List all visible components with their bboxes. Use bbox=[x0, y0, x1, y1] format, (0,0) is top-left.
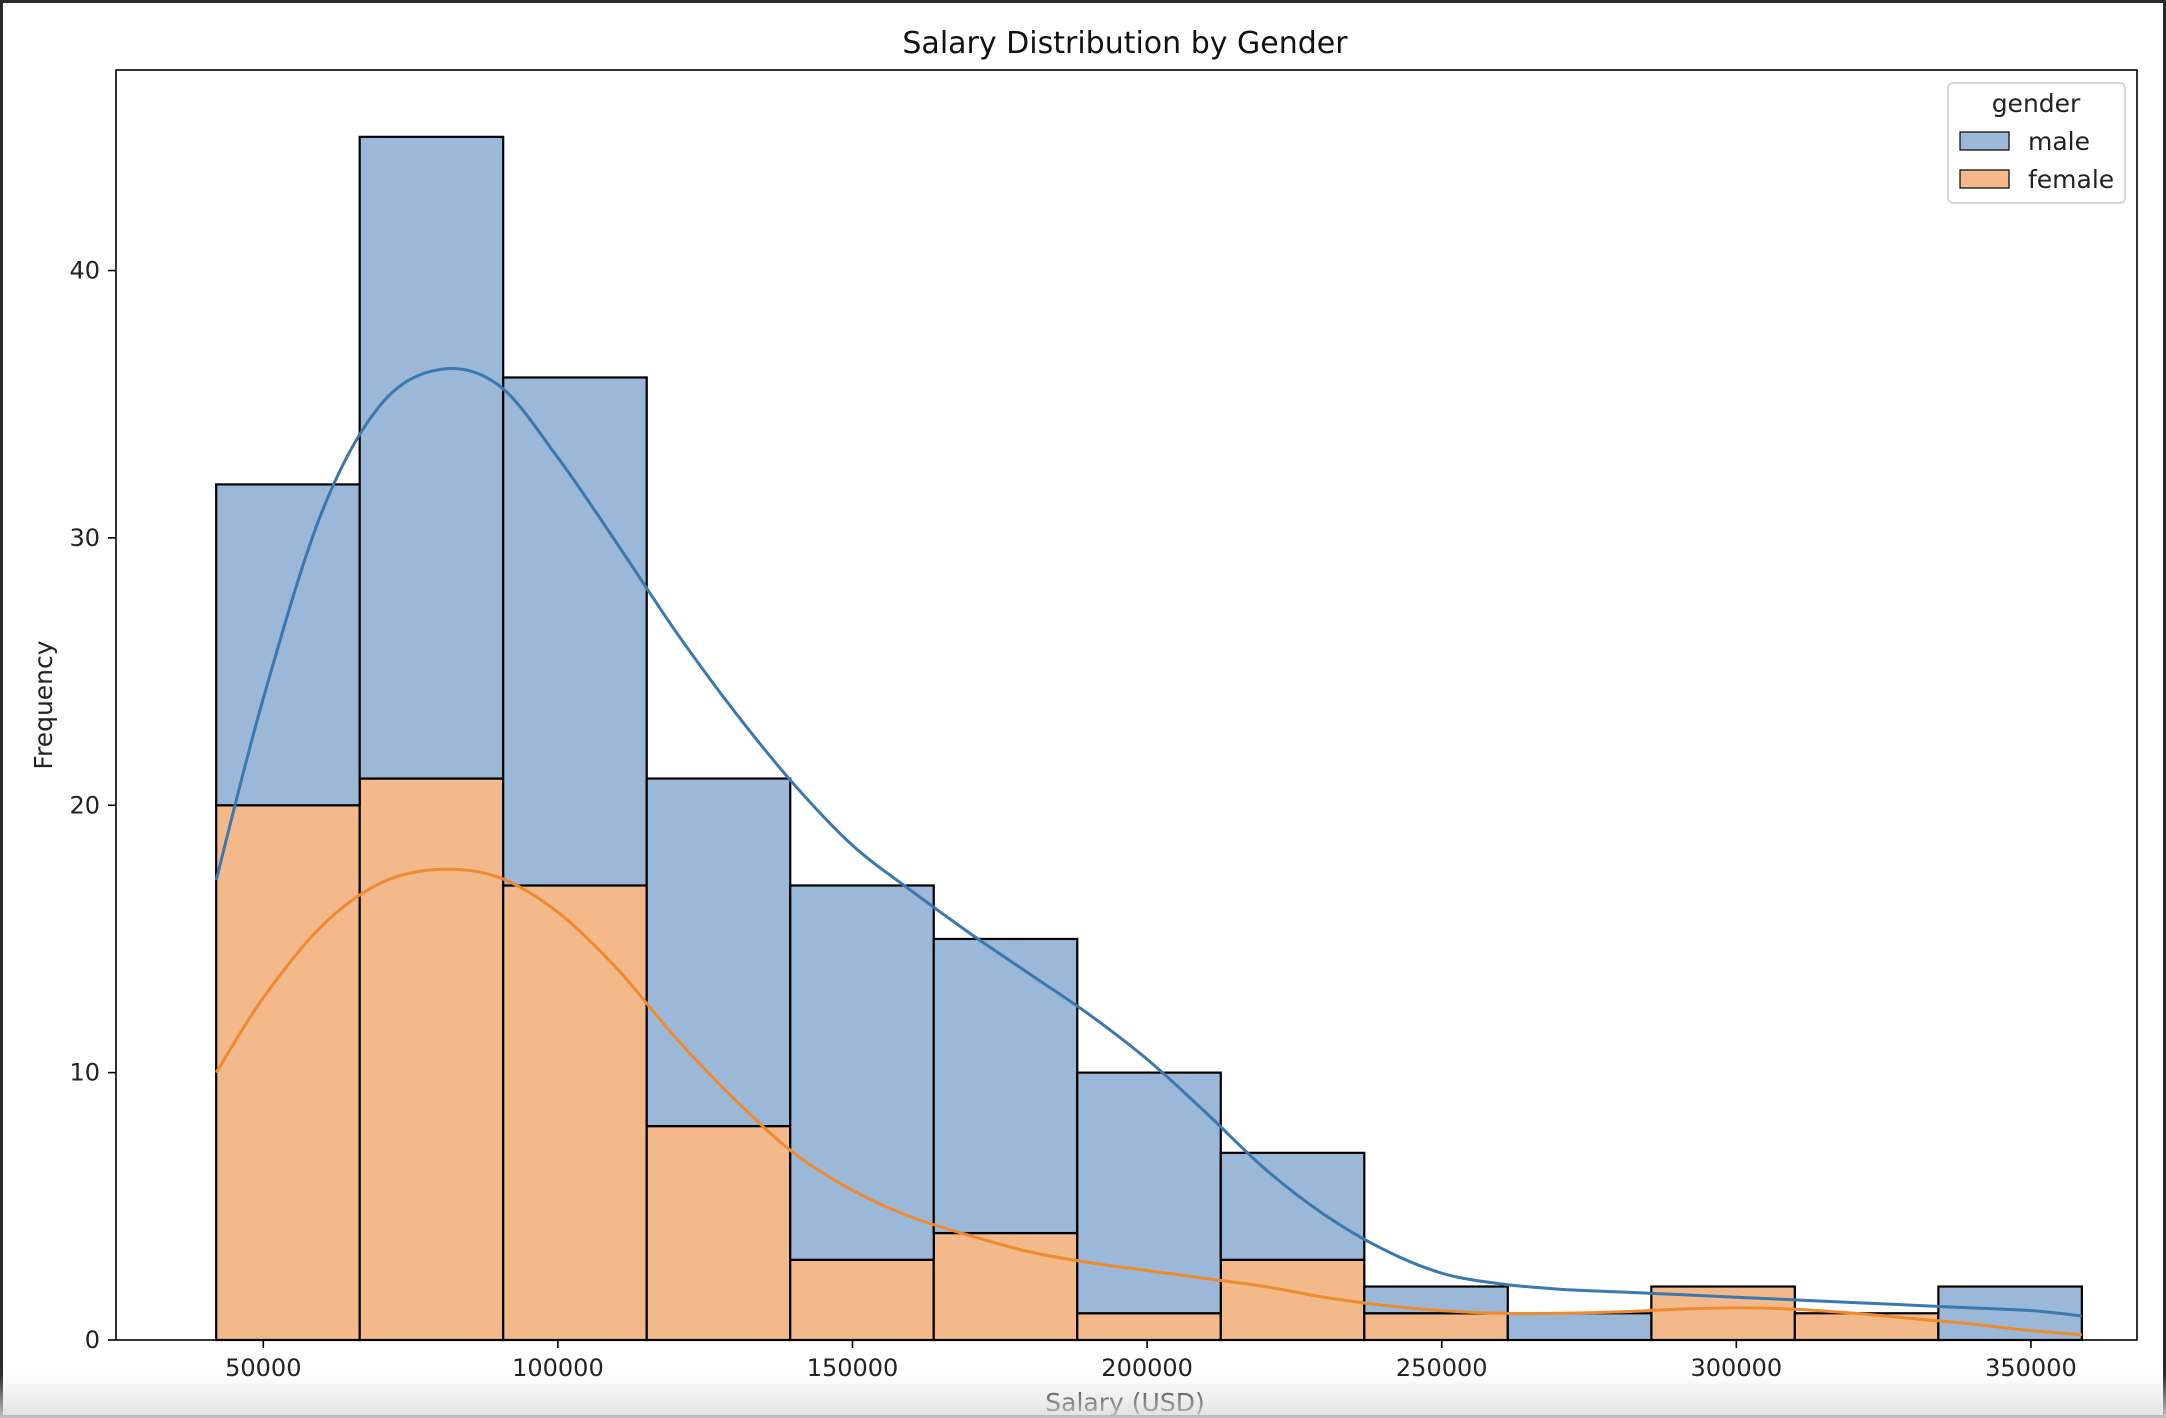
kde-line-male bbox=[214, 367, 2083, 1318]
bar-male-bin-1 bbox=[358, 135, 505, 780]
chart-title: Salary Distribution by Gender bbox=[902, 26, 1348, 61]
kde-layer bbox=[214, 367, 2083, 1337]
x-tick-label: 350000 bbox=[1985, 1354, 2077, 1382]
legend-swatch-female bbox=[1959, 169, 2010, 189]
legend: gender male female bbox=[1947, 82, 2126, 204]
x-tick-label: 100000 bbox=[512, 1354, 604, 1382]
bar-male-bin-3 bbox=[645, 777, 792, 1128]
bar-female-bin-0 bbox=[215, 804, 361, 1342]
legend-title: gender bbox=[1992, 89, 2081, 118]
x-tick-label: 250000 bbox=[1396, 1354, 1488, 1382]
bar-female-bin-5 bbox=[932, 1231, 1079, 1342]
bar-male-bin-8 bbox=[1363, 1285, 1509, 1315]
x-tick-label: 150000 bbox=[807, 1354, 899, 1382]
legend-label-male: male bbox=[2028, 127, 2090, 156]
plot-area-border bbox=[115, 69, 2138, 1341]
bar-male-bin-9 bbox=[1506, 1312, 1653, 1342]
x-tick-label: 200000 bbox=[1101, 1354, 1193, 1382]
x-tick-label: 300000 bbox=[1691, 1354, 1783, 1382]
bar-female-bin-6 bbox=[1076, 1312, 1222, 1342]
y-tick-label: 20 bbox=[69, 791, 100, 819]
bar-female-bin-4 bbox=[789, 1258, 935, 1342]
bar-female-bin-3 bbox=[645, 1125, 792, 1342]
y-axis-ticks: 0 10 20 30 40 bbox=[69, 257, 116, 1354]
x-tick-label: 50000 bbox=[225, 1354, 301, 1382]
bar-male-bin-0 bbox=[215, 483, 361, 807]
bar-male-bin-6 bbox=[1076, 1071, 1222, 1315]
legend-swatch-male bbox=[1959, 131, 2010, 151]
x-axis-label: Salary (USD) bbox=[1045, 1388, 1204, 1417]
y-tick-label: 30 bbox=[69, 524, 100, 552]
bar-female-bin-1 bbox=[358, 777, 505, 1342]
legend-label-female: female bbox=[2028, 165, 2114, 194]
bar-male-bin-2 bbox=[502, 376, 648, 887]
bar-female-bin-8 bbox=[1363, 1312, 1509, 1342]
y-tick-label: 10 bbox=[69, 1059, 100, 1087]
y-tick-label: 40 bbox=[69, 257, 100, 285]
bar-female-bin-2 bbox=[502, 884, 648, 1342]
y-axis-label: Frequency bbox=[29, 640, 58, 769]
kde-line-female bbox=[214, 867, 2082, 1337]
bar-male-bin-5 bbox=[932, 937, 1079, 1235]
bar-male-bin-7 bbox=[1219, 1151, 1366, 1261]
bar-male-bin-4 bbox=[789, 884, 935, 1261]
y-tick-label: 0 bbox=[85, 1326, 100, 1354]
bars-layer bbox=[215, 135, 2083, 1342]
x-axis-ticks: 50000 100000 150000 200000 250000 300000 35000… bbox=[225, 1340, 2077, 1382]
bar-female-bin-11 bbox=[1793, 1312, 1940, 1342]
